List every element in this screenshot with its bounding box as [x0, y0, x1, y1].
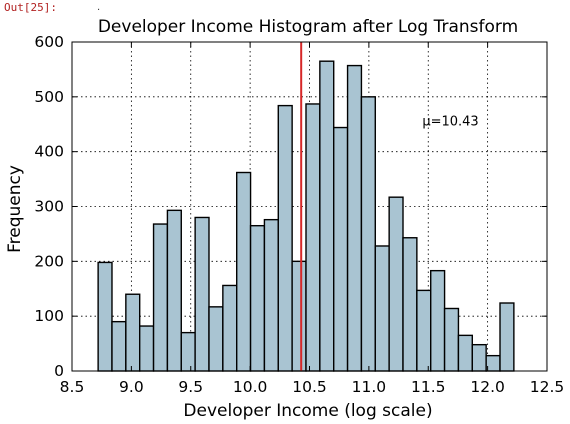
x-tick-label: 8.5	[60, 378, 85, 396]
histogram-bar	[388, 196, 404, 372]
cell-output-prompt: Out[25]:	[4, 1, 57, 14]
x-tick-label: 12.0	[470, 378, 505, 396]
y-tick-label: 400	[34, 143, 64, 161]
x-tick-label: 10.0	[233, 378, 268, 396]
x-tick-label: 11.5	[411, 378, 446, 396]
histogram-bar	[485, 354, 501, 372]
histogram-bar	[97, 261, 113, 372]
histogram-bar	[263, 218, 279, 372]
histogram-bar	[111, 320, 127, 372]
y-tick-label: 500	[34, 88, 64, 106]
y-tick-label: 300	[34, 198, 64, 216]
histogram-bar	[277, 104, 293, 372]
x-tick-label: 9.0	[119, 378, 144, 396]
histogram-bar	[125, 293, 141, 372]
histogram-bar	[222, 284, 238, 372]
x-axis-label: Developer Income (log scale)	[183, 401, 432, 421]
histogram-bar	[208, 306, 224, 372]
x-tick-label: 12.5	[530, 378, 565, 396]
histogram-bar	[333, 126, 349, 372]
histogram-bar	[166, 209, 182, 372]
y-tick-label: 600	[34, 33, 64, 51]
histogram-bar	[236, 171, 252, 372]
axis-ticks: 8.5 9.0 9.5 10.0 10.5 11.0 11.5 12.0 12.5 0 100 200…	[34, 33, 564, 396]
histogram-bar	[443, 307, 460, 372]
y-tick-label: 100	[34, 307, 64, 325]
y-tick-label: 200	[34, 252, 64, 270]
mean-annotation: μ=10.43	[422, 114, 478, 129]
histogram-bar	[360, 96, 376, 372]
histogram-bar	[471, 343, 487, 372]
histogram-bar	[374, 245, 390, 372]
histogram-bar	[402, 237, 418, 372]
histogram-bar	[499, 302, 515, 372]
histogram-bar	[194, 216, 210, 372]
y-axis-label: Frequency	[5, 165, 25, 253]
histogram-bar	[249, 224, 266, 372]
chart-title: Developer Income Histogram after Log Tra…	[98, 17, 518, 37]
histogram-bar	[319, 60, 335, 372]
histogram-bar	[291, 260, 307, 372]
histogram-bar	[152, 223, 169, 372]
cell-dot-mark: .	[97, 2, 101, 13]
x-tick-label: 10.5	[292, 378, 327, 396]
histogram-bar	[305, 103, 321, 372]
histogram-bars	[97, 60, 515, 372]
x-tick-label: 9.5	[178, 378, 203, 396]
histogram-bar	[138, 325, 155, 372]
y-tick-label: 0	[54, 362, 64, 380]
histogram-bar	[416, 289, 432, 372]
histogram-bar	[457, 334, 473, 372]
histogram-bar	[346, 64, 363, 372]
x-tick-label: 11.0	[352, 378, 387, 396]
histogram-bar	[430, 269, 446, 372]
histogram-bar	[180, 331, 196, 372]
